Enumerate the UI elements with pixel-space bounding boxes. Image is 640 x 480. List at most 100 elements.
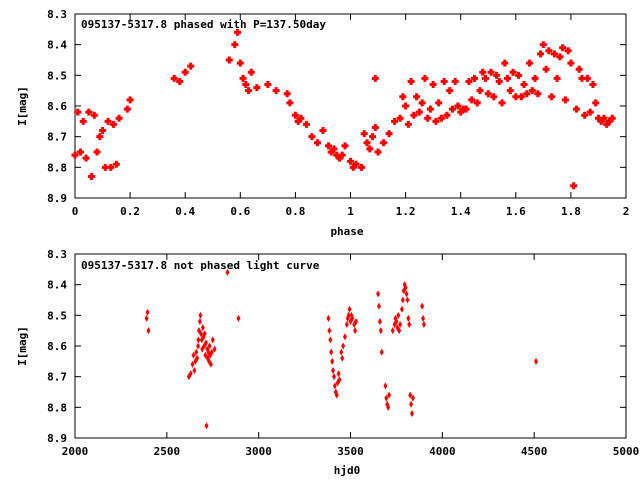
- data-point: [534, 357, 539, 365]
- data-point: [302, 120, 310, 128]
- data-point: [115, 114, 123, 122]
- y-tick-label: 8.6: [47, 100, 67, 113]
- data-point: [407, 321, 412, 329]
- data-point: [144, 314, 149, 322]
- data-point: [605, 117, 613, 125]
- data-point: [542, 65, 550, 73]
- data-point: [195, 354, 200, 362]
- data-point: [501, 59, 509, 67]
- data-point: [468, 96, 476, 104]
- x-tick-label: 0.6: [230, 205, 250, 218]
- data-point: [112, 160, 120, 168]
- data-point: [597, 117, 605, 125]
- data-point: [594, 114, 602, 122]
- data-point: [391, 117, 399, 125]
- data-point: [421, 314, 426, 322]
- data-point: [408, 391, 413, 399]
- data-point: [550, 50, 558, 58]
- data-point: [360, 130, 368, 138]
- data-point: [71, 151, 79, 159]
- data-point: [335, 154, 343, 162]
- data-point: [523, 90, 531, 98]
- data-point: [247, 68, 255, 76]
- data-point: [398, 321, 403, 329]
- data-point: [473, 99, 481, 107]
- data-point: [575, 65, 583, 73]
- data-point: [328, 336, 333, 344]
- data-point: [347, 305, 352, 313]
- data-point: [383, 382, 388, 390]
- data-point: [107, 163, 115, 171]
- x-tick-label: 0.4: [175, 205, 195, 218]
- data-point: [353, 327, 358, 335]
- data-point: [479, 68, 487, 76]
- data-point: [197, 317, 202, 325]
- data-point: [358, 163, 366, 171]
- data-point: [426, 105, 434, 113]
- x-tick-label: 2500: [154, 445, 181, 458]
- data-point: [515, 71, 523, 79]
- data-point: [437, 114, 445, 122]
- data-point: [333, 151, 341, 159]
- x-tick-label: 4000: [429, 445, 456, 458]
- data-point: [556, 53, 564, 61]
- data-point: [443, 111, 451, 119]
- data-point: [308, 133, 316, 141]
- data-point: [96, 133, 104, 141]
- data-point: [85, 108, 93, 116]
- data-point: [145, 308, 150, 316]
- data-point: [403, 284, 408, 292]
- data-point: [286, 99, 294, 107]
- data-point: [400, 296, 405, 304]
- data-point: [272, 87, 280, 95]
- data-point: [203, 351, 208, 359]
- data-point: [374, 148, 382, 156]
- data-point: [363, 139, 371, 147]
- y-tick-label: 8.7: [47, 371, 67, 384]
- data-point: [429, 81, 437, 89]
- data-point: [192, 367, 197, 375]
- data-point: [327, 148, 335, 156]
- data-point: [196, 336, 201, 344]
- data-point: [424, 114, 432, 122]
- data-point: [181, 68, 189, 76]
- data-point: [326, 314, 331, 322]
- data-point: [396, 311, 401, 319]
- data-point: [405, 296, 410, 304]
- data-point: [341, 142, 349, 150]
- data-point: [204, 422, 209, 430]
- data-point: [567, 59, 575, 67]
- data-point: [349, 163, 357, 171]
- data-point: [553, 74, 561, 82]
- data-point: [99, 127, 107, 135]
- data-point: [188, 370, 193, 378]
- data-point: [210, 336, 215, 344]
- x-tick-label: 1.6: [506, 205, 526, 218]
- data-point: [545, 47, 553, 55]
- data-point: [413, 93, 421, 101]
- data-point: [561, 96, 569, 104]
- data-point: [198, 311, 203, 319]
- data-point: [332, 382, 337, 390]
- data-point: [79, 117, 87, 125]
- data-point: [330, 145, 338, 153]
- data-point: [581, 111, 589, 119]
- data-point: [495, 77, 503, 85]
- data-point: [462, 105, 470, 113]
- data-point: [347, 157, 354, 165]
- data-point: [387, 391, 392, 399]
- data-point: [191, 351, 196, 359]
- data-point: [465, 77, 473, 85]
- x-tick-label: 0.2: [120, 205, 140, 218]
- data-point: [446, 87, 454, 95]
- y-tick-label: 8.9: [47, 432, 67, 445]
- y-tick-label: 8.9: [47, 192, 67, 205]
- x-tick-label: 1.8: [561, 205, 581, 218]
- y-tick-label: 8.4: [47, 279, 67, 292]
- data-point: [418, 99, 426, 107]
- data-point: [82, 154, 90, 162]
- y-tick-label: 8.8: [47, 401, 67, 414]
- phased-light-curve-panel: 095137-5317.8 phased with P=137.50day ph…: [16, 8, 629, 238]
- data-point: [402, 102, 410, 110]
